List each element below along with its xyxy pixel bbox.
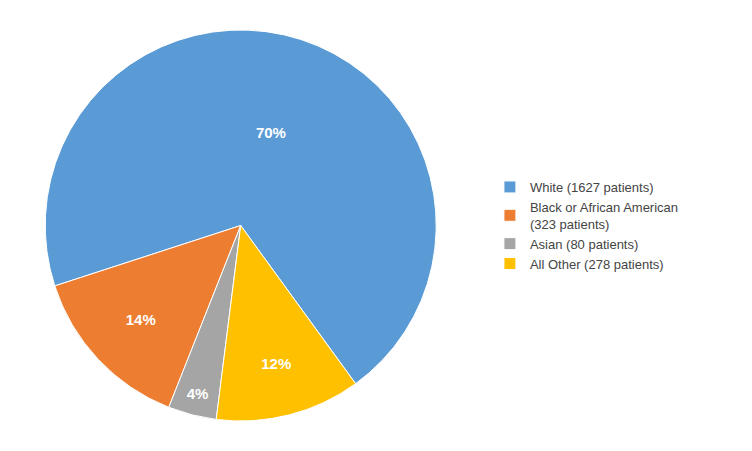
svg-text:White (1627 patients): White (1627 patients) <box>530 180 654 195</box>
svg-text:Black or African American(323: Black or African American(323 patients) <box>530 200 678 232</box>
svg-text:12%: 12% <box>261 355 291 372</box>
svg-text:70%: 70% <box>256 124 286 141</box>
svg-text:All Other (278 patients): All Other (278 patients) <box>530 257 664 272</box>
svg-text:Asian (80 patients): Asian (80 patients) <box>530 237 638 252</box>
svg-text:4%: 4% <box>187 385 209 402</box>
svg-text:14%: 14% <box>126 311 156 328</box>
